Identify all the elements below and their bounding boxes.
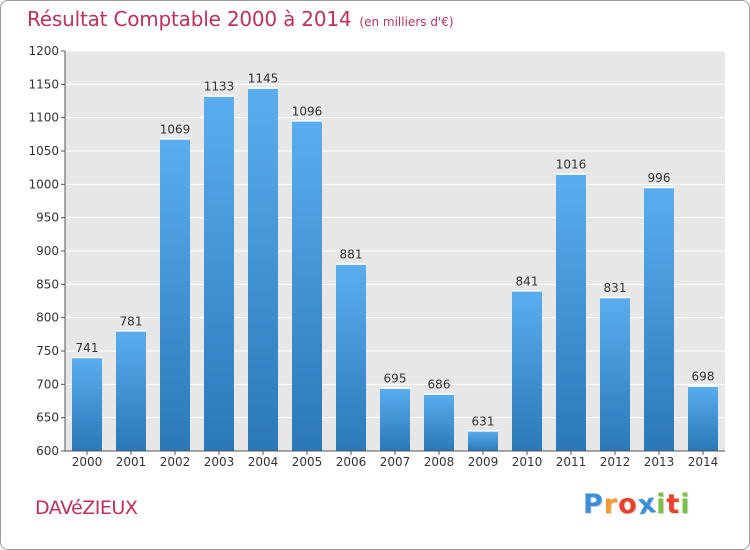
x-tick-label: 2006	[336, 455, 367, 469]
bar	[116, 330, 146, 451]
y-tick-label: 750	[36, 344, 59, 358]
bar	[380, 387, 410, 451]
x-tick-label: 2000	[72, 455, 103, 469]
logo-letter: P	[583, 489, 604, 520]
x-tick-label: 2012	[600, 455, 631, 469]
bar	[644, 187, 674, 451]
bar	[468, 430, 498, 451]
bar	[424, 393, 454, 451]
bar	[688, 385, 718, 451]
data-label: 1145	[248, 72, 279, 86]
logo-letter: t	[666, 489, 681, 520]
y-tick-label: 950	[36, 211, 59, 225]
chart-unit: (en milliers d'€)	[359, 15, 454, 29]
data-label: 781	[120, 314, 143, 328]
commune-name: DAVéZIEUX	[35, 497, 138, 519]
bar	[204, 95, 234, 452]
bar	[600, 297, 630, 451]
bar	[336, 263, 366, 451]
y-tick-label: 1200	[28, 44, 59, 58]
chart-title: Résultat Comptable 2000 à 2014	[27, 7, 352, 31]
bars: 741 781 1069 1133 1145 1096 881 695 686 631 841 101…	[72, 72, 718, 452]
x-tick-label: 2004	[248, 455, 279, 469]
logo-letter: r	[603, 489, 619, 520]
proxiti-logo: Proxiti	[583, 487, 691, 522]
x-tick-label: 2005	[292, 455, 323, 469]
y-tick-label: 650	[36, 411, 59, 425]
logo-letter: x	[635, 487, 659, 522]
logo-letter: i	[680, 489, 691, 520]
axes: 600 650 700 750 800 850 900 950 1000 1050 1100 1150…	[28, 44, 725, 469]
bar	[556, 173, 586, 451]
data-label: 1096	[292, 104, 323, 118]
y-tick-label: 700	[36, 377, 59, 391]
x-tick-label: 2013	[644, 455, 675, 469]
y-tick-label: 850	[36, 277, 59, 291]
bar	[248, 87, 278, 452]
y-tick-label: 1050	[28, 144, 59, 158]
y-tick-label: 600	[36, 444, 59, 458]
data-label: 1016	[556, 158, 587, 172]
data-label: 1069	[160, 122, 191, 136]
data-label: 1133	[204, 80, 235, 94]
bar	[512, 290, 542, 451]
x-tick-label: 2009	[468, 455, 499, 469]
x-tick-label: 2001	[116, 455, 147, 469]
data-label: 841	[516, 274, 539, 288]
x-tick-label: 2010	[512, 455, 543, 469]
bar	[292, 120, 322, 451]
y-tick-label: 1150	[28, 77, 59, 91]
data-label: 996	[648, 171, 671, 185]
x-tick-label: 2007	[380, 455, 411, 469]
data-label: 695	[384, 372, 407, 386]
data-label: 831	[604, 281, 627, 295]
y-tick-label: 1100	[28, 111, 59, 125]
data-label: 698	[692, 370, 715, 384]
data-label: 631	[472, 414, 495, 428]
x-tick-label: 2014	[688, 455, 719, 469]
data-label: 741	[76, 341, 99, 355]
data-label: 881	[340, 248, 363, 262]
y-tick-label: 1000	[28, 177, 59, 191]
x-tick-label: 2008	[424, 455, 455, 469]
x-tick-label: 2002	[160, 455, 191, 469]
bar	[160, 138, 190, 452]
bar	[72, 357, 102, 451]
x-tick-label: 2003	[204, 455, 235, 469]
logo-letter: i	[656, 489, 667, 520]
x-tick-label: 2011	[556, 455, 587, 469]
y-tick-label: 800	[36, 311, 59, 325]
y-tick-label: 900	[36, 244, 59, 258]
data-label: 686	[428, 378, 451, 392]
chart-title-block: Résultat Comptable 2000 à 2014 (en millie…	[27, 7, 454, 31]
